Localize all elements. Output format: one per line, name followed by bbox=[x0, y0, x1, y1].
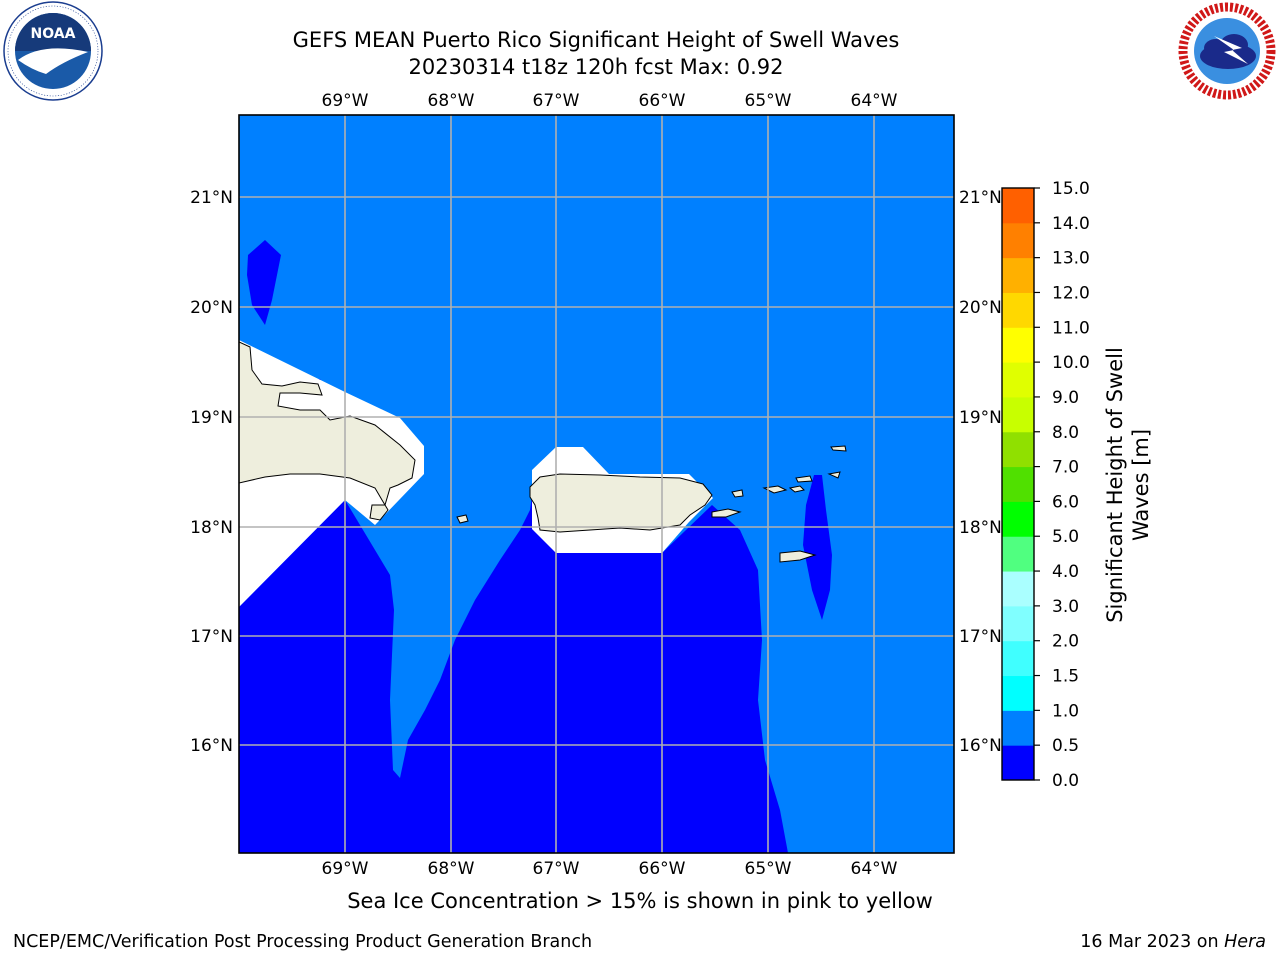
land-hispaniola bbox=[239, 341, 416, 521]
colorbar-swatch bbox=[1002, 710, 1034, 746]
island-anegada bbox=[827, 471, 841, 479]
lon-label-bottom: 66°W bbox=[639, 859, 686, 879]
colorbar bbox=[1002, 188, 1034, 781]
colorbar-tick-label: 3.0 bbox=[1052, 597, 1079, 617]
colorbar-tick-label: 14.0 bbox=[1052, 214, 1090, 234]
map-title-line2: 20230314 t18z 120h fcst Max: 0.92 bbox=[408, 55, 784, 79]
colorbar-swatch bbox=[1002, 362, 1034, 398]
lon-label-top: 65°W bbox=[745, 91, 792, 111]
colorbar-tick-label: 12.0 bbox=[1052, 283, 1090, 303]
colorbar-tick-label: 1.5 bbox=[1052, 667, 1079, 687]
colorbar-swatch bbox=[1002, 327, 1034, 363]
colorbar-swatch bbox=[1002, 640, 1034, 677]
lon-label-top: 67°W bbox=[533, 91, 580, 111]
lon-label-bottom: 69°W bbox=[322, 859, 369, 879]
land-puerto-rico bbox=[529, 473, 713, 533]
map-title-line1: GEFS MEAN Puerto Rico Significant Height… bbox=[292, 28, 900, 52]
footer-machine: Hera bbox=[1224, 932, 1266, 952]
colorbar-swatch bbox=[1002, 292, 1034, 328]
colorbar-ticks: 0.0 0.5 1.0 1.5 2.0 3.0 4.0 5.0 6.0 7.0 8.0 9.0 10.0… bbox=[1034, 179, 1090, 791]
lon-label-bottom: 68°W bbox=[428, 859, 475, 879]
lat-label-left: 18°N bbox=[190, 518, 233, 538]
lat-label-left: 16°N bbox=[190, 736, 233, 756]
colorbar-tick-label: 4.0 bbox=[1052, 562, 1079, 582]
map-graticule bbox=[239, 115, 954, 853]
swell-field-0-0-5-south bbox=[239, 496, 788, 853]
colorbar-tick-label: 5.0 bbox=[1052, 527, 1079, 547]
colorbar-tick-label: 6.0 bbox=[1052, 492, 1079, 512]
colorbar-swatch bbox=[1002, 536, 1034, 572]
noaa-logo-text: NOAA bbox=[31, 26, 76, 42]
island-mona bbox=[456, 514, 469, 524]
lat-label-right: 21°N bbox=[959, 188, 1002, 208]
island-vieques bbox=[711, 508, 742, 518]
colorbar-tick-label: 10.0 bbox=[1052, 353, 1090, 373]
footer-date-text: 16 Mar 2023 on bbox=[1080, 932, 1225, 952]
lon-label-bottom: 64°W bbox=[851, 859, 898, 879]
lat-label-right: 20°N bbox=[959, 298, 1002, 318]
colorbar-tick-label: 9.0 bbox=[1052, 388, 1079, 408]
nws-logo-icon bbox=[1178, 2, 1276, 100]
footer-date: 16 Mar 2023 on Hera bbox=[1080, 932, 1266, 952]
colorbar-swatch bbox=[1002, 257, 1034, 293]
colorbar-swatch bbox=[1002, 222, 1034, 259]
swell-field-0-0-5-east bbox=[803, 475, 832, 620]
colorbar-title-line1: Significant Height of Swell bbox=[1103, 347, 1127, 623]
lat-label-left: 20°N bbox=[190, 298, 233, 318]
sea-ice-note: Sea Ice Concentration > 15% is shown in … bbox=[347, 889, 933, 913]
island-tortola bbox=[795, 475, 813, 483]
colorbar-tick-label: 0.5 bbox=[1052, 736, 1079, 756]
lon-label-bottom: 67°W bbox=[533, 859, 580, 879]
lat-label-right: 17°N bbox=[959, 627, 1002, 647]
colorbar-swatch bbox=[1002, 605, 1034, 642]
colorbar-swatch bbox=[1002, 188, 1034, 224]
noaa-logo-icon: NOAA bbox=[3, 1, 103, 101]
colorbar-tick-label: 0.0 bbox=[1052, 771, 1079, 791]
colorbar-tick-label: 13.0 bbox=[1052, 249, 1090, 269]
island-st-thomas bbox=[762, 485, 788, 494]
map-frame bbox=[238, 114, 955, 854]
colorbar-swatch bbox=[1002, 675, 1034, 711]
colorbar-swatch bbox=[1002, 745, 1034, 781]
lon-label-top: 68°W bbox=[428, 91, 475, 111]
colorbar-swatch bbox=[1002, 501, 1034, 537]
swell-field-0-0-5-nw bbox=[247, 240, 281, 325]
footer-credit: NCEP/EMC/Verification Post Processing Pr… bbox=[13, 932, 593, 952]
lon-label-bottom: 65°W bbox=[745, 859, 792, 879]
colorbar-tick-label: 15.0 bbox=[1052, 179, 1090, 199]
colorbar-tick-label: 1.0 bbox=[1052, 701, 1079, 721]
island-culebra bbox=[731, 489, 744, 498]
lon-label-top: 66°W bbox=[639, 91, 686, 111]
lat-label-left: 17°N bbox=[190, 627, 233, 647]
colorbar-swatch bbox=[1002, 571, 1034, 607]
colorbar-tick-label: 2.0 bbox=[1052, 632, 1079, 652]
island-sombrero bbox=[830, 445, 847, 452]
island-st-john bbox=[788, 485, 805, 493]
colorbar-swatch bbox=[1002, 466, 1034, 502]
lat-label-right: 18°N bbox=[959, 518, 1002, 538]
colorbar-title-line2: Waves [m] bbox=[1129, 428, 1153, 542]
island-st-croix bbox=[779, 550, 817, 563]
lat-label-left: 21°N bbox=[190, 188, 233, 208]
colorbar-frame bbox=[1001, 187, 1035, 781]
lat-label-right: 19°N bbox=[959, 408, 1002, 428]
colorbar-swatch bbox=[1002, 431, 1034, 468]
lon-label-top: 64°W bbox=[851, 91, 898, 111]
colorbar-tick-label: 7.0 bbox=[1052, 458, 1079, 478]
colorbar-tick-label: 11.0 bbox=[1052, 318, 1090, 338]
colorbar-tick-label: 8.0 bbox=[1052, 423, 1079, 443]
colorbar-swatch bbox=[1002, 396, 1034, 433]
lon-label-top: 69°W bbox=[322, 91, 369, 111]
lat-label-left: 19°N bbox=[190, 408, 233, 428]
lat-label-right: 16°N bbox=[959, 736, 1002, 756]
